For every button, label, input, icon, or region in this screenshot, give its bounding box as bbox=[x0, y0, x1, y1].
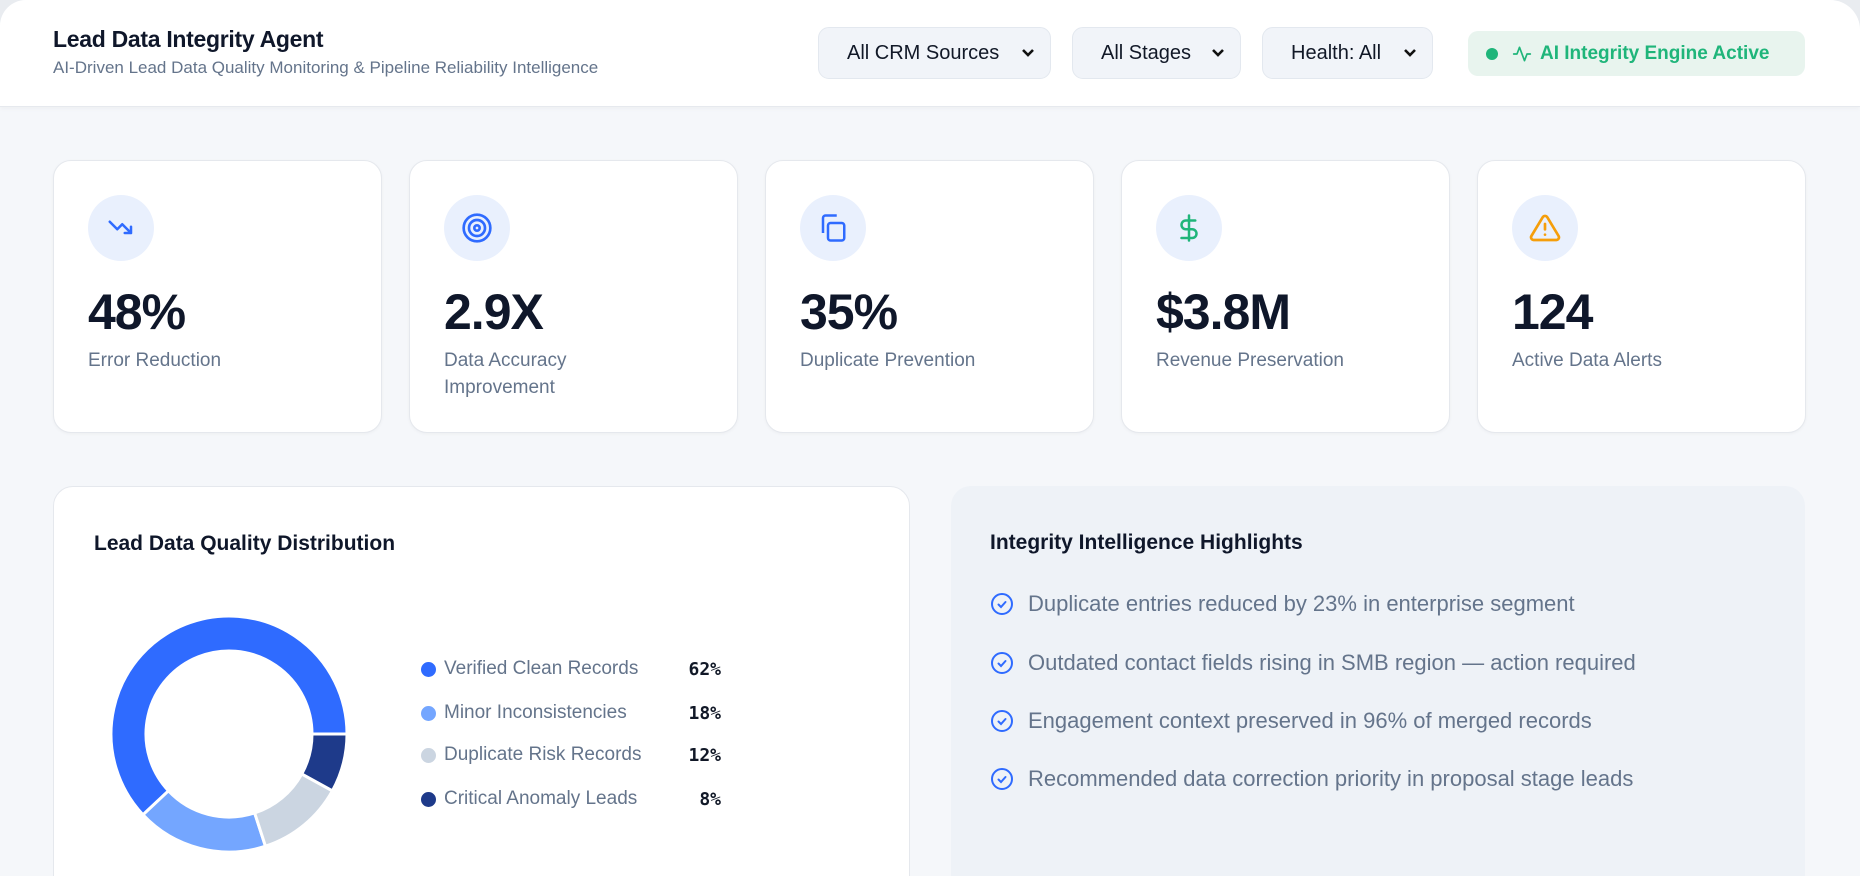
kpi-card-alerts: 124 Active Data Alerts bbox=[1477, 160, 1806, 433]
target-icon bbox=[462, 213, 492, 243]
legend-item: Verified Clean Records 62% bbox=[421, 656, 721, 682]
status-badge-label: AI Integrity Engine Active bbox=[1540, 42, 1770, 64]
legend-label: Critical Anomaly Leads bbox=[444, 788, 638, 809]
kpi-value: 124 bbox=[1512, 284, 1593, 340]
donut-segment-critical-anomaly-leads bbox=[299, 732, 349, 793]
status-dot bbox=[1486, 47, 1498, 60]
legend-pct: 18% bbox=[688, 702, 721, 724]
stage-value: All Stages bbox=[1101, 41, 1192, 64]
icon-circle bbox=[444, 195, 510, 261]
health-value: Health: All bbox=[1291, 41, 1382, 64]
donut-chart bbox=[109, 614, 349, 854]
kpi-label: Data Accuracy Improvement bbox=[444, 350, 567, 398]
header: Lead Data Integrity Agent AI-Driven Lead… bbox=[0, 0, 1860, 107]
check-circle-icon bbox=[991, 710, 1013, 732]
icon-circle bbox=[88, 195, 154, 261]
legend-label: Duplicate Risk Records bbox=[444, 744, 642, 765]
icon-circle bbox=[1512, 195, 1578, 261]
kpi-label: Revenue Preservation bbox=[1156, 350, 1344, 371]
check-circle-icon bbox=[991, 652, 1013, 674]
highlight-item: Engagement context preserved in 96% of m… bbox=[990, 708, 1592, 734]
check-circle-icon bbox=[991, 768, 1013, 790]
highlight-item: Duplicate entries reduced by 23% in ente… bbox=[990, 591, 1575, 617]
distribution-title: Lead Data Quality Distribution bbox=[94, 532, 396, 555]
legend-dot bbox=[421, 747, 436, 763]
highlight-text: Recommended data correction priority in … bbox=[1028, 766, 1634, 791]
dollar-icon bbox=[1180, 214, 1198, 242]
highlights-panel: Integrity Intelligence Highlights Duplic… bbox=[951, 486, 1805, 876]
legend-pct: 62% bbox=[688, 658, 721, 680]
legend-pct: 12% bbox=[688, 744, 721, 766]
legend-pct: 8% bbox=[699, 788, 721, 810]
highlight-item: Outdated contact fields rising in SMB re… bbox=[990, 650, 1636, 676]
trending-down-icon bbox=[108, 220, 133, 235]
chevron-down-icon bbox=[1212, 49, 1224, 57]
legend-label: Minor Inconsistencies bbox=[444, 702, 627, 723]
kpi-card-revenue: $3.8M Revenue Preservation bbox=[1121, 160, 1450, 433]
activity-icon bbox=[1512, 46, 1532, 62]
alert-triangle-icon bbox=[1529, 214, 1561, 242]
quality-distribution-panel: Lead Data Quality Distribution Verified … bbox=[53, 486, 910, 876]
kpi-card-error-reduction: 48% Error Reduction bbox=[53, 160, 382, 433]
icon-circle bbox=[800, 195, 866, 261]
kpi-label: Error Reduction bbox=[88, 350, 222, 371]
status-badge: AI Integrity Engine Active bbox=[1468, 31, 1805, 76]
legend-item: Minor Inconsistencies 18% bbox=[421, 700, 721, 726]
kpi-card-duplicate: 35% Duplicate Prevention bbox=[765, 160, 1094, 433]
kpi-value: 2.9X bbox=[444, 284, 544, 340]
highlights-title: Integrity Intelligence Highlights bbox=[990, 531, 1303, 554]
kpi-value: 48% bbox=[88, 284, 186, 340]
legend-dot bbox=[421, 661, 436, 677]
stage-select[interactable]: All Stages bbox=[1072, 27, 1241, 79]
highlight-text: Duplicate entries reduced by 23% in ente… bbox=[1028, 591, 1575, 616]
highlight-item: Recommended data correction priority in … bbox=[990, 766, 1633, 792]
donut-segment-verified-clean-records bbox=[109, 614, 349, 817]
legend-label: Verified Clean Records bbox=[444, 658, 639, 679]
legend-dot bbox=[421, 705, 436, 721]
check-circle-icon bbox=[991, 593, 1013, 615]
kpi-label: Duplicate Prevention bbox=[800, 350, 976, 371]
icon-circle bbox=[1156, 195, 1222, 261]
page-title: Lead Data Integrity Agent bbox=[53, 26, 324, 52]
crm-source-select[interactable]: All CRM Sources bbox=[818, 27, 1051, 79]
legend-item: Duplicate Risk Records 12% bbox=[421, 742, 721, 768]
page-subtitle: AI-Driven Lead Data Quality Monitoring &… bbox=[53, 58, 599, 77]
crm-source-value: All CRM Sources bbox=[847, 41, 1000, 64]
highlight-text: Outdated contact fields rising in SMB re… bbox=[1028, 650, 1636, 675]
kpi-card-accuracy: 2.9X Data Accuracy Improvement bbox=[409, 160, 738, 433]
kpi-label: Active Data Alerts bbox=[1512, 350, 1662, 371]
copy-icon bbox=[821, 214, 846, 242]
kpi-value: $3.8M bbox=[1156, 284, 1291, 340]
chevron-down-icon bbox=[1022, 49, 1034, 57]
health-select[interactable]: Health: All bbox=[1262, 27, 1433, 79]
legend-dot bbox=[421, 791, 436, 807]
donut-segment-minor-inconsistencies bbox=[140, 788, 268, 854]
legend-item: Critical Anomaly Leads 8% bbox=[421, 786, 721, 812]
highlight-text: Engagement context preserved in 96% of m… bbox=[1028, 708, 1592, 733]
kpi-value: 35% bbox=[800, 284, 898, 340]
chevron-down-icon bbox=[1404, 49, 1416, 57]
